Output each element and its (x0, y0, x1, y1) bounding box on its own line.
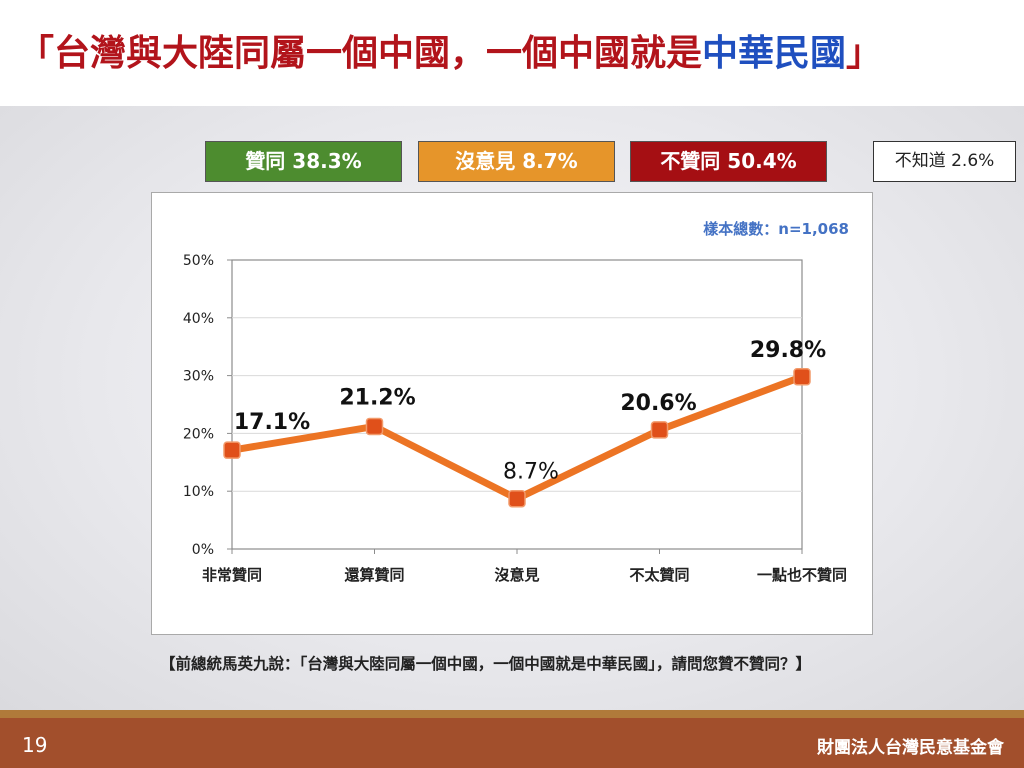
title-highlight: 中華民國 (702, 33, 847, 74)
data-label: 29.8% (750, 338, 826, 363)
y-tick-label: 0% (192, 542, 214, 558)
summary-disagree-badge: 不贊同 50.4% (630, 141, 827, 182)
data-label: 8.7% (503, 460, 559, 485)
x-tick-label: 沒意見 (494, 566, 539, 584)
summary-unknown-badge: 不知道 2.6% (873, 141, 1016, 182)
y-tick-label: 30% (183, 369, 214, 385)
y-tick-label: 10% (183, 484, 214, 500)
page-number: 19 (22, 733, 48, 757)
y-tick-label: 20% (183, 426, 214, 442)
slide-title: 「台灣與大陸同屬一個中國，一個中國就是中華民國」 (18, 24, 1008, 84)
data-point-marker (650, 421, 669, 439)
x-tick-label: 不太贊同 (629, 566, 689, 584)
organization-name: 財團法人台灣民意基金會 (817, 738, 1004, 758)
sample-size-note: 樣本總數：n=1,068 (703, 220, 849, 238)
data-point-marker (508, 489, 526, 508)
data-label: 20.6% (620, 391, 696, 416)
data-point-marker (793, 368, 811, 386)
data-point-marker (365, 417, 384, 436)
chart-panel: 0% 10% 20% 30% 40% 50% 非常贊同 還算贊同 沒意見 不太贊同 一點也不贊同 17… (151, 192, 873, 635)
data-label: 21.2% (339, 385, 415, 410)
title-suffix: 」 (846, 33, 883, 74)
y-tick-label: 50% (183, 253, 214, 269)
x-tick-label: 非常贊同 (202, 566, 262, 584)
x-tick-label: 還算贊同 (344, 566, 404, 584)
title-prefix: 「台灣與大陸同屬一個中國，一個中國就是 (18, 33, 703, 74)
data-label: 17.1% (234, 410, 310, 435)
data-point-marker (223, 441, 241, 459)
line-chart: 0% 10% 20% 30% 40% 50% 非常贊同 還算贊同 沒意見 不太贊同 一點也不贊同 17… (183, 220, 849, 584)
survey-question: 【前總統馬英九說：「台灣與大陸同屬一個中國，一個中國就是中華民國」，請問您贊不贊… (160, 655, 812, 673)
y-tick-label: 40% (183, 311, 214, 327)
x-tick-label: 一點也不贊同 (757, 566, 847, 584)
footer-bar (0, 718, 1024, 768)
footer-accent-line (0, 710, 1024, 718)
summary-neutral-badge: 沒意見 8.7% (418, 141, 615, 182)
summary-agree-badge: 贊同 38.3% (205, 141, 402, 182)
